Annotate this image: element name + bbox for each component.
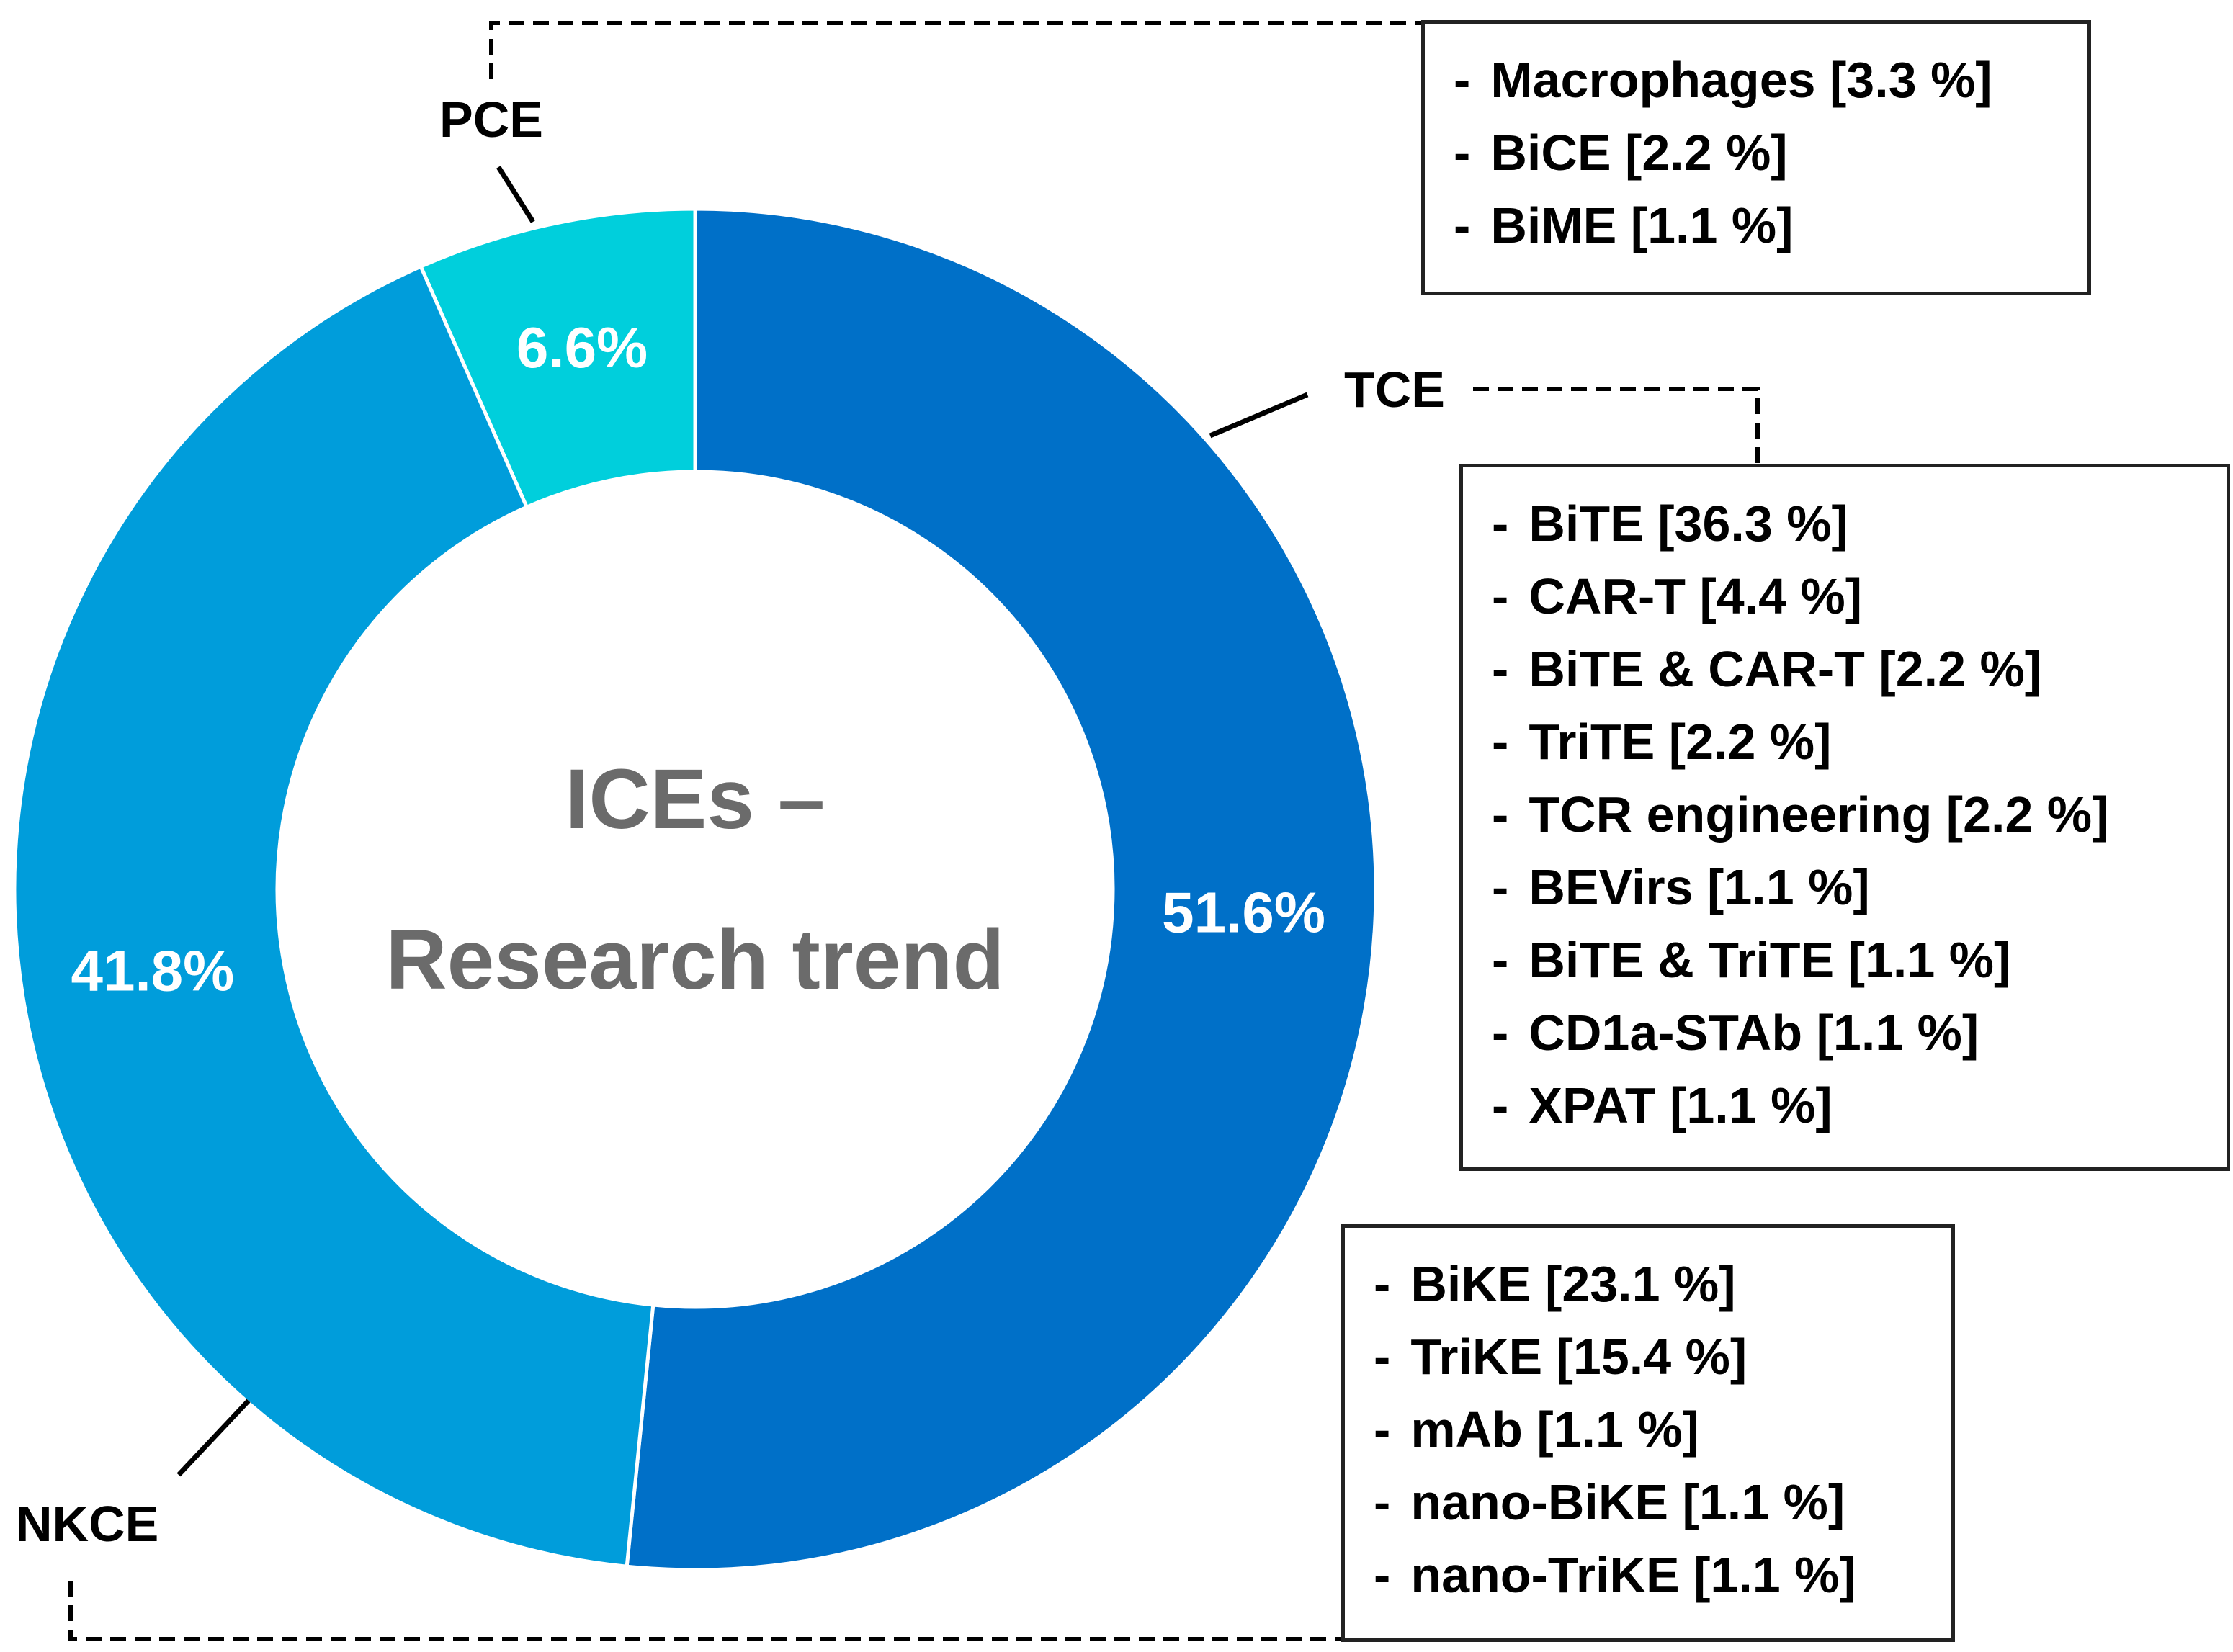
category-label-tce: TCE	[1344, 362, 1445, 418]
breakdown-item: - BiTE [36.3 %]	[1492, 488, 2198, 560]
breakdown-item: - BiCE [2.2 %]	[1454, 117, 2059, 189]
breakdown-item: - BiTE & CAR-T [2.2 %]	[1492, 633, 2198, 706]
bullet-dash: -	[1374, 1401, 1391, 1458]
pce-breakdown-box: - Macrophages [3.3 %] - BiCE [2.2 %] - BiME […	[1421, 20, 2091, 295]
breakdown-item-label: BiTE & TriTE [1.1 %]	[1529, 932, 2011, 988]
bullet-dash: -	[1492, 859, 1509, 915]
bullet-dash: -	[1374, 1547, 1391, 1603]
breakdown-item-label: TriKE [15.4 %]	[1410, 1329, 1748, 1385]
breakdown-item: - TriTE [2.2 %]	[1492, 706, 2198, 778]
tce-breakdown-box: - BiTE [36.3 %] - CAR-T [4.4 %] - BiTE & CAR-…	[1459, 464, 2230, 1171]
breakdown-item: - BiME [1.1 %]	[1454, 189, 2059, 262]
leader-line-nkce	[176, 1399, 251, 1477]
bullet-dash: -	[1374, 1474, 1391, 1530]
leader-line-pce	[496, 166, 535, 223]
breakdown-item-label: BiME [1.1 %]	[1490, 197, 1794, 253]
slice-label-pce: 6.6%	[516, 315, 648, 380]
bullet-dash: -	[1492, 1077, 1509, 1133]
breakdown-item: - BiTE & TriTE [1.1 %]	[1492, 924, 2198, 997]
connector-pce	[489, 21, 1423, 79]
bullet-dash: -	[1492, 495, 1509, 552]
slice-label-nkce: 41.8%	[71, 938, 234, 1002]
connector-tce	[1473, 387, 1760, 465]
breakdown-item: - TCR engineering [2.2 %]	[1492, 778, 2198, 851]
pce-breakdown-list: - Macrophages [3.3 %] - BiCE [2.2 %] - BiME […	[1454, 44, 2059, 262]
slice-nkce	[12, 264, 655, 1568]
breakdown-item: - CAR-T [4.4 %]	[1492, 560, 2198, 633]
tce-breakdown-list: - BiTE [36.3 %] - CAR-T [4.4 %] - BiTE & CAR-…	[1492, 488, 2198, 1142]
breakdown-item: - Macrophages [3.3 %]	[1454, 44, 2059, 117]
breakdown-item: - mAb [1.1 %]	[1374, 1393, 1923, 1466]
category-label-pce: PCE	[439, 91, 543, 148]
bullet-dash: -	[1492, 1005, 1509, 1061]
connector-nkce	[68, 1581, 1346, 1641]
category-label-nkce: NKCE	[16, 1496, 158, 1552]
breakdown-item-label: CD1a-STAb [1.1 %]	[1529, 1005, 1979, 1061]
breakdown-item: - TriKE [15.4 %]	[1374, 1321, 1923, 1393]
breakdown-item-label: BEVirs [1.1 %]	[1529, 859, 1870, 915]
bullet-dash: -	[1454, 52, 1471, 108]
breakdown-item-label: nano-BiKE [1.1 %]	[1410, 1474, 1845, 1530]
breakdown-item: - nano-TriKE [1.1 %]	[1374, 1539, 1923, 1612]
nkce-breakdown-list: - BiKE [23.1 %] - TriKE [15.4 %] - mAb [1.1 %…	[1374, 1248, 1923, 1612]
bullet-dash: -	[1492, 786, 1509, 843]
bullet-dash: -	[1492, 714, 1509, 770]
breakdown-item-label: TCR engineering [2.2 %]	[1529, 786, 2109, 843]
breakdown-item: - CD1a-STAb [1.1 %]	[1492, 997, 2198, 1069]
breakdown-item-label: CAR-T [4.4 %]	[1529, 568, 1863, 624]
breakdown-item: - BEVirs [1.1 %]	[1492, 851, 2198, 924]
leader-line-tce	[1209, 392, 1309, 439]
bullet-dash: -	[1454, 197, 1471, 253]
breakdown-item-label: BiKE [23.1 %]	[1410, 1256, 1736, 1312]
slice-label-tce: 51.6%	[1162, 880, 1325, 944]
breakdown-item-label: XPAT [1.1 %]	[1529, 1077, 1833, 1133]
bullet-dash: -	[1454, 125, 1471, 181]
bullet-dash: -	[1374, 1329, 1391, 1385]
breakdown-item-label: nano-TriKE [1.1 %]	[1410, 1547, 1856, 1603]
bullet-dash: -	[1492, 568, 1509, 624]
bullet-dash: -	[1492, 932, 1509, 988]
breakdown-item-label: BiTE & CAR-T [2.2 %]	[1529, 641, 2042, 697]
center-title: ICEs –	[565, 752, 825, 847]
breakdown-item-label: TriTE [2.2 %]	[1529, 714, 1832, 770]
bullet-dash: -	[1374, 1256, 1391, 1312]
breakdown-item-label: Macrophages [3.3 %]	[1490, 52, 1992, 108]
breakdown-item-label: BiTE [36.3 %]	[1529, 495, 1848, 552]
breakdown-item-label: mAb [1.1 %]	[1410, 1401, 1699, 1458]
nkce-breakdown-box: - BiKE [23.1 %] - TriKE [15.4 %] - mAb [1.1 %…	[1341, 1224, 1955, 1642]
bullet-dash: -	[1492, 641, 1509, 697]
breakdown-item: - XPAT [1.1 %]	[1492, 1069, 2198, 1142]
breakdown-item-label: BiCE [2.2 %]	[1490, 125, 1788, 181]
slice-tce	[625, 207, 1378, 1572]
breakdown-item: - nano-BiKE [1.1 %]	[1374, 1466, 1923, 1539]
breakdown-item: - BiKE [23.1 %]	[1374, 1248, 1923, 1321]
center-subtitle: Research trend	[385, 912, 1004, 1007]
slice-pce	[418, 207, 697, 510]
